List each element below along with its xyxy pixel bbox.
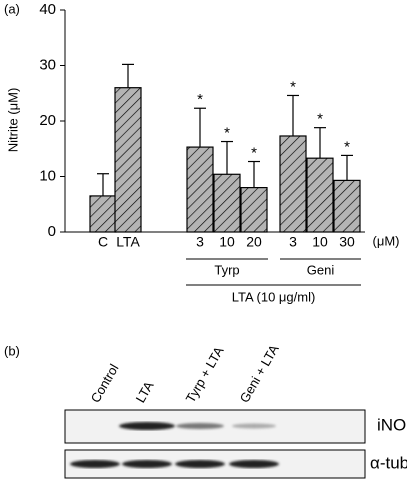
- bands: [70, 460, 279, 468]
- significance: *: [290, 78, 296, 95]
- x-tick-label: LTA: [116, 234, 140, 250]
- lane-label: Control: [88, 361, 122, 405]
- panel-label: (b): [4, 343, 20, 358]
- lane-label: Tyrp + LTA: [183, 344, 227, 405]
- y-axis-label: Nitrite (μM): [5, 88, 20, 153]
- group-label: Geni: [307, 262, 335, 277]
- x-tick-label: 20: [246, 234, 262, 250]
- significance: *: [317, 111, 323, 128]
- row-label: iNOS: [377, 415, 407, 434]
- lane-label: LTA: [133, 378, 157, 405]
- x-unit: (μM): [373, 233, 400, 248]
- significance: *: [251, 144, 257, 161]
- significance: *: [197, 91, 203, 108]
- band: [232, 423, 276, 429]
- band: [176, 423, 224, 429]
- bands: [119, 422, 276, 430]
- group-label: LTA (10 μg/ml): [232, 289, 316, 304]
- group-label: Tyrp: [214, 262, 239, 277]
- lane-label: Geni + LTA: [237, 342, 282, 405]
- plot: 0 10 20 30 40 C LTA * 3 * 10 * 20 * 3 * 10 * 30 Tyrp Geni LTA…: [39, 1, 365, 304]
- significance: *: [344, 138, 350, 155]
- band: [229, 460, 279, 468]
- bar-hatch: [89, 195, 117, 233]
- y-tick-label: 10: [39, 167, 56, 184]
- x-tick-label: C: [98, 234, 108, 250]
- bar-hatch: [279, 135, 307, 233]
- x-tick-label: 10: [312, 234, 328, 250]
- band: [122, 460, 172, 468]
- bar-hatch: [333, 179, 361, 233]
- panel-label: (a): [4, 1, 20, 16]
- x-tick-label: 3: [289, 234, 297, 250]
- row-label: α-tubulin: [370, 453, 407, 472]
- bar-hatch: [186, 146, 214, 233]
- bar-hatch: [213, 173, 241, 233]
- band: [119, 422, 175, 430]
- y-tick-label: 30: [39, 56, 56, 73]
- y-tick-label: 20: [39, 112, 56, 129]
- bar-hatch: [240, 187, 268, 233]
- x-tick-label: 3: [196, 234, 204, 250]
- band: [175, 460, 225, 468]
- y-tick-label: 40: [39, 1, 56, 18]
- y-tick-label: 0: [48, 223, 56, 240]
- band: [70, 460, 120, 468]
- x-tick-label: 30: [339, 234, 355, 250]
- significance: *: [224, 125, 230, 142]
- x-tick-label: 10: [219, 234, 235, 250]
- bar-hatch: [114, 87, 142, 233]
- bar-hatch: [306, 157, 334, 233]
